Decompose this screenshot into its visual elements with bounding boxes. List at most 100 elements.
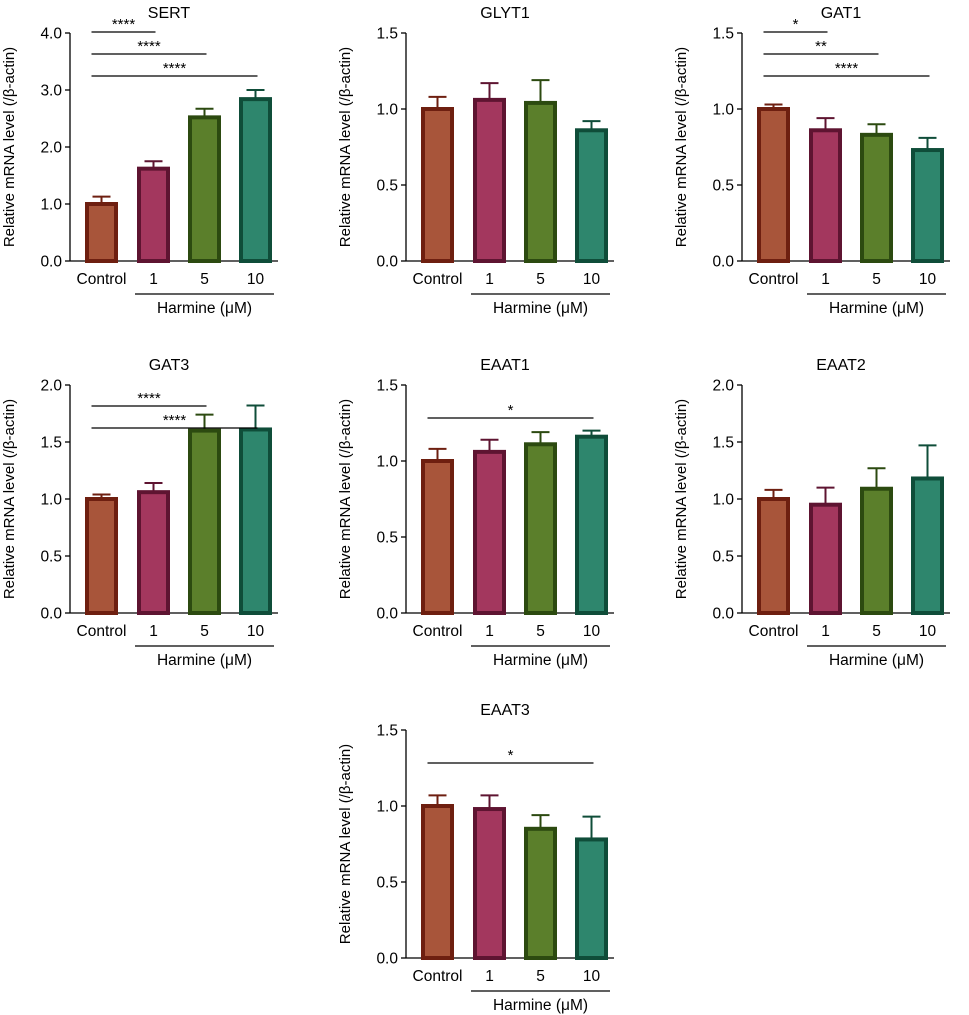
- x-tick-label: 5: [872, 623, 881, 640]
- significance-label: ****: [137, 390, 161, 407]
- x-tick-label: 10: [583, 623, 601, 640]
- chart-panel-eaat1: EAAT1 0.0 0.5 1.0 1.5 Relative mRNA level (/β…: [337, 357, 614, 669]
- bar-control: [757, 107, 790, 263]
- significance-label: ****: [163, 412, 187, 429]
- bar-1: [137, 490, 170, 615]
- bar-10: [239, 97, 272, 264]
- y-axis-label: Relative mRNA level (/β-actin): [337, 47, 354, 247]
- significance-label: ****: [163, 60, 187, 77]
- bar-5: [524, 826, 557, 960]
- y-tick-label: 1.0: [376, 102, 398, 119]
- chart-title: EAAT3: [480, 702, 530, 719]
- bar-control: [85, 202, 118, 263]
- chart-title: GAT1: [821, 5, 862, 22]
- chart-title: GLYT1: [480, 5, 530, 22]
- y-axis-label: Relative mRNA level (/β-actin): [337, 399, 354, 599]
- y-tick-label: 0.0: [376, 951, 398, 968]
- y-axis-label: Relative mRNA level (/β-actin): [673, 47, 690, 247]
- bar-1: [473, 97, 506, 263]
- bar-control: [757, 497, 790, 615]
- chart-panel-eaat3: EAAT3 0.0 0.5 1.0 1.5 Relative mRNA level (/β…: [337, 702, 614, 1014]
- y-tick-label: 1.0: [40, 197, 62, 214]
- y-tick-label: 0.5: [712, 549, 734, 566]
- bar-control: [421, 107, 454, 263]
- significance-label: *: [793, 16, 799, 33]
- chart-panel-sert: SERT 0.0 1.0 2.0 3.0 4.0 Relative mRNA level (…: [1, 5, 278, 317]
- group-label: Harmine (μM): [829, 300, 924, 317]
- x-tick-label: Control: [77, 271, 127, 288]
- chart-panel-eaat2: EAAT2 0.0 0.5 1.0 1.5 2.0 Relative mRNA level …: [673, 357, 950, 669]
- y-tick-label: 1.0: [40, 492, 62, 509]
- bar-5: [860, 132, 893, 263]
- chart-panel-gat3: GAT3 0.0 0.5 1.0 1.5 2.0 Relative mRNA level (…: [1, 357, 278, 669]
- y-tick-label: 0.5: [40, 549, 62, 566]
- x-tick-label: 1: [485, 968, 494, 985]
- x-tick-label: 5: [200, 271, 209, 288]
- x-tick-label: 5: [536, 623, 545, 640]
- bar-10: [911, 476, 944, 616]
- x-tick-label: 1: [149, 271, 158, 288]
- y-tick-label: 0.5: [712, 178, 734, 195]
- y-tick-label: 0.0: [40, 254, 62, 271]
- y-tick-label: 1.5: [376, 378, 398, 395]
- y-tick-label: 0.5: [376, 530, 398, 547]
- bar-1: [137, 166, 170, 263]
- bar-5: [524, 442, 557, 615]
- x-tick-label: Control: [749, 623, 799, 640]
- x-tick-label: 5: [200, 623, 209, 640]
- x-tick-label: 5: [536, 271, 545, 288]
- bar-10: [575, 837, 608, 960]
- bar-10: [575, 128, 608, 263]
- y-axis-label: Relative mRNA level (/β-actin): [1, 399, 18, 599]
- x-tick-label: 1: [821, 271, 830, 288]
- x-tick-label: Control: [413, 968, 463, 985]
- bar-1: [473, 807, 506, 960]
- chart-title: SERT: [148, 5, 191, 22]
- bar-10: [575, 434, 608, 615]
- significance-label: ****: [835, 60, 859, 77]
- bar-10: [911, 148, 944, 263]
- x-tick-label: Control: [413, 623, 463, 640]
- bar-1: [809, 128, 842, 263]
- y-axis-label: Relative mRNA level (/β-actin): [337, 744, 354, 944]
- bar-control: [421, 804, 454, 960]
- bar-10: [239, 427, 272, 615]
- y-tick-label: 0.5: [376, 178, 398, 195]
- x-tick-label: 10: [919, 623, 937, 640]
- y-tick-label: 1.5: [376, 26, 398, 43]
- y-axis-label: Relative mRNA level (/β-actin): [1, 47, 18, 247]
- x-tick-label: 10: [583, 968, 601, 985]
- chart-title: EAAT2: [816, 357, 866, 374]
- y-tick-label: 2.0: [40, 378, 62, 395]
- x-tick-label: 1: [149, 623, 158, 640]
- y-tick-label: 1.0: [376, 799, 398, 816]
- bar-5: [188, 115, 221, 263]
- bar-control: [421, 459, 454, 615]
- x-tick-label: 1: [821, 623, 830, 640]
- y-tick-label: 0.0: [712, 254, 734, 271]
- y-tick-label: 3.0: [40, 83, 62, 100]
- bar-5: [524, 100, 557, 263]
- group-label: Harmine (μM): [829, 652, 924, 669]
- y-tick-label: 1.5: [712, 435, 734, 452]
- y-tick-label: 0.0: [376, 606, 398, 623]
- y-tick-label: 1.0: [712, 102, 734, 119]
- chart-title: GAT3: [149, 357, 190, 374]
- group-label: Harmine (μM): [157, 300, 252, 317]
- y-tick-label: 1.5: [376, 723, 398, 740]
- significance-label: **: [815, 38, 827, 55]
- group-label: Harmine (μM): [493, 652, 588, 669]
- y-tick-label: 0.0: [376, 254, 398, 271]
- y-tick-label: 0.0: [712, 606, 734, 623]
- x-tick-label: Control: [413, 271, 463, 288]
- chart-panel-glyt1: GLYT1 0.0 0.5 1.0 1.5 Relative mRNA level (/β…: [337, 5, 614, 317]
- x-tick-label: 10: [583, 271, 601, 288]
- bar-1: [473, 449, 506, 615]
- y-tick-label: 1.0: [712, 492, 734, 509]
- significance-label: *: [508, 402, 514, 419]
- x-tick-label: 5: [872, 271, 881, 288]
- x-tick-label: 10: [247, 271, 265, 288]
- y-tick-label: 2.0: [712, 378, 734, 395]
- bar-1: [809, 502, 842, 616]
